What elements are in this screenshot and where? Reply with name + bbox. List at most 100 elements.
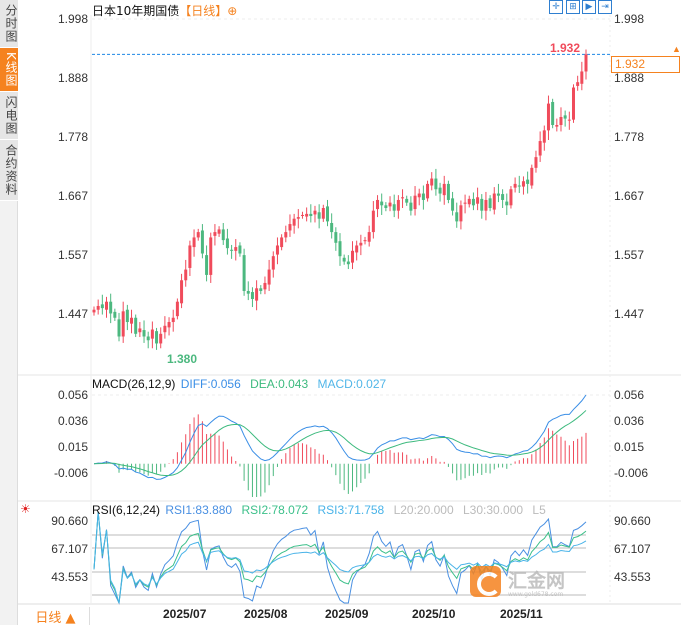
- settings-sun-icon[interactable]: ☀: [20, 502, 31, 516]
- candle-body: [100, 304, 104, 309]
- candle-body: [426, 183, 430, 199]
- macd-diff: DIFF:0.056: [180, 377, 241, 391]
- rsi-tick: 90.660: [614, 514, 651, 528]
- price-tick: 1.447: [57, 307, 88, 321]
- candle-body: [263, 282, 267, 290]
- candle-body: [451, 198, 455, 211]
- candle-body: [255, 288, 259, 301]
- candle-body: [505, 201, 509, 206]
- candle-body: [300, 214, 304, 216]
- low-price-label: 1.380: [167, 352, 198, 366]
- candle-body: [346, 261, 350, 265]
- candle-body: [96, 305, 100, 310]
- fit-range-icon[interactable]: ⊞: [566, 0, 580, 14]
- candle-body: [538, 141, 542, 156]
- macd-value: MACD:0.027: [317, 377, 387, 391]
- sidebar: 分时图 K线图 闪电图 合约资料: [0, 0, 18, 625]
- rsi-tick: 90.660: [51, 514, 88, 528]
- candle-body: [355, 245, 359, 253]
- crosshair-icon[interactable]: ✛: [549, 0, 563, 14]
- candle-body: [513, 183, 517, 188]
- candle-body: [438, 187, 442, 194]
- candle-body: [363, 240, 367, 242]
- tab-timeshare[interactable]: 分时图: [0, 0, 18, 48]
- candle-body: [317, 212, 321, 219]
- candle-body: [117, 319, 121, 337]
- candle-body: [338, 241, 342, 257]
- watermark-logo: 汇金网 www.gold678.com: [470, 566, 585, 602]
- jump-latest-icon[interactable]: ⇥: [598, 0, 612, 14]
- candle-body: [376, 199, 380, 210]
- candle-body: [296, 217, 300, 219]
- price-tick: 1.998: [614, 12, 645, 26]
- candle-body: [546, 103, 550, 131]
- rsi-tick: 67.107: [614, 542, 651, 556]
- candle-body: [530, 167, 534, 186]
- period-selector[interactable]: 日线 ▲: [22, 607, 90, 626]
- candle-body: [492, 193, 496, 210]
- candle-body: [217, 229, 221, 234]
- tab-flash[interactable]: 闪电图: [0, 91, 18, 140]
- period-indicator[interactable]: 【日线】: [179, 4, 228, 18]
- candle-body: [113, 311, 117, 318]
- macd-tick: 0.056: [57, 388, 88, 402]
- caret-up-icon[interactable]: ▲: [672, 44, 681, 54]
- candle-body: [271, 256, 275, 270]
- candle-body: [476, 197, 480, 204]
- candle-body: [280, 237, 284, 248]
- price-tick: 1.447: [614, 307, 645, 321]
- candle-body: [401, 197, 405, 199]
- candle-body: [175, 301, 179, 317]
- x-axis-label: 2025/09: [325, 607, 369, 621]
- candle-body: [138, 328, 142, 333]
- candle-body: [501, 194, 505, 200]
- rsi3-line: [93, 511, 587, 604]
- candle-body: [521, 181, 525, 187]
- candle-body: [442, 183, 446, 196]
- last-price-box: 1.932: [611, 56, 680, 73]
- rsi2-line: [93, 511, 587, 604]
- candle-body: [580, 71, 584, 84]
- candle-body: [413, 195, 417, 210]
- candle-body: [342, 257, 346, 262]
- candle-body: [275, 245, 279, 255]
- candle-body: [305, 213, 309, 217]
- candle-body: [171, 317, 175, 323]
- candle-body: [526, 179, 530, 184]
- price-tick: 1.667: [57, 189, 88, 203]
- candle-body: [351, 250, 355, 263]
- candle-body: [367, 232, 371, 242]
- candle-body: [284, 232, 288, 238]
- price-tick: 1.998: [57, 12, 88, 26]
- price-tick: 1.778: [57, 130, 88, 144]
- candle-body: [392, 204, 396, 211]
- candle-body: [509, 189, 513, 206]
- candle-body: [121, 311, 125, 337]
- l20-value: L20:20.000: [393, 503, 454, 517]
- watermark-url: www.gold678.com: [508, 591, 564, 598]
- candle-body: [430, 178, 434, 186]
- candle-body: [225, 238, 229, 249]
- candle-body: [480, 198, 484, 211]
- plus-circle-icon[interactable]: ⊕: [227, 4, 238, 18]
- candle-body: [542, 130, 546, 143]
- tab-kline[interactable]: K线图: [0, 48, 18, 92]
- x-axis-label: 2025/07: [163, 607, 207, 621]
- macd-tick: 0.015: [614, 440, 645, 454]
- play-forward-icon[interactable]: ▶: [582, 0, 596, 14]
- rsi-name: RSI(6,12,24): [92, 503, 161, 517]
- candle-body: [230, 249, 234, 251]
- candle-body: [213, 232, 217, 236]
- candle-body: [488, 198, 492, 208]
- tab-contract-info[interactable]: 合约资料: [0, 139, 18, 201]
- candle-body: [109, 301, 113, 314]
- rsi-tick: 67.107: [51, 542, 88, 556]
- candle-body: [167, 322, 171, 328]
- watermark-name: 汇金网: [508, 570, 566, 592]
- candle-body: [455, 212, 459, 222]
- candle-body: [159, 333, 163, 344]
- price-tick: 1.888: [614, 71, 645, 85]
- candle-body: [576, 82, 580, 86]
- candle-body: [325, 206, 329, 222]
